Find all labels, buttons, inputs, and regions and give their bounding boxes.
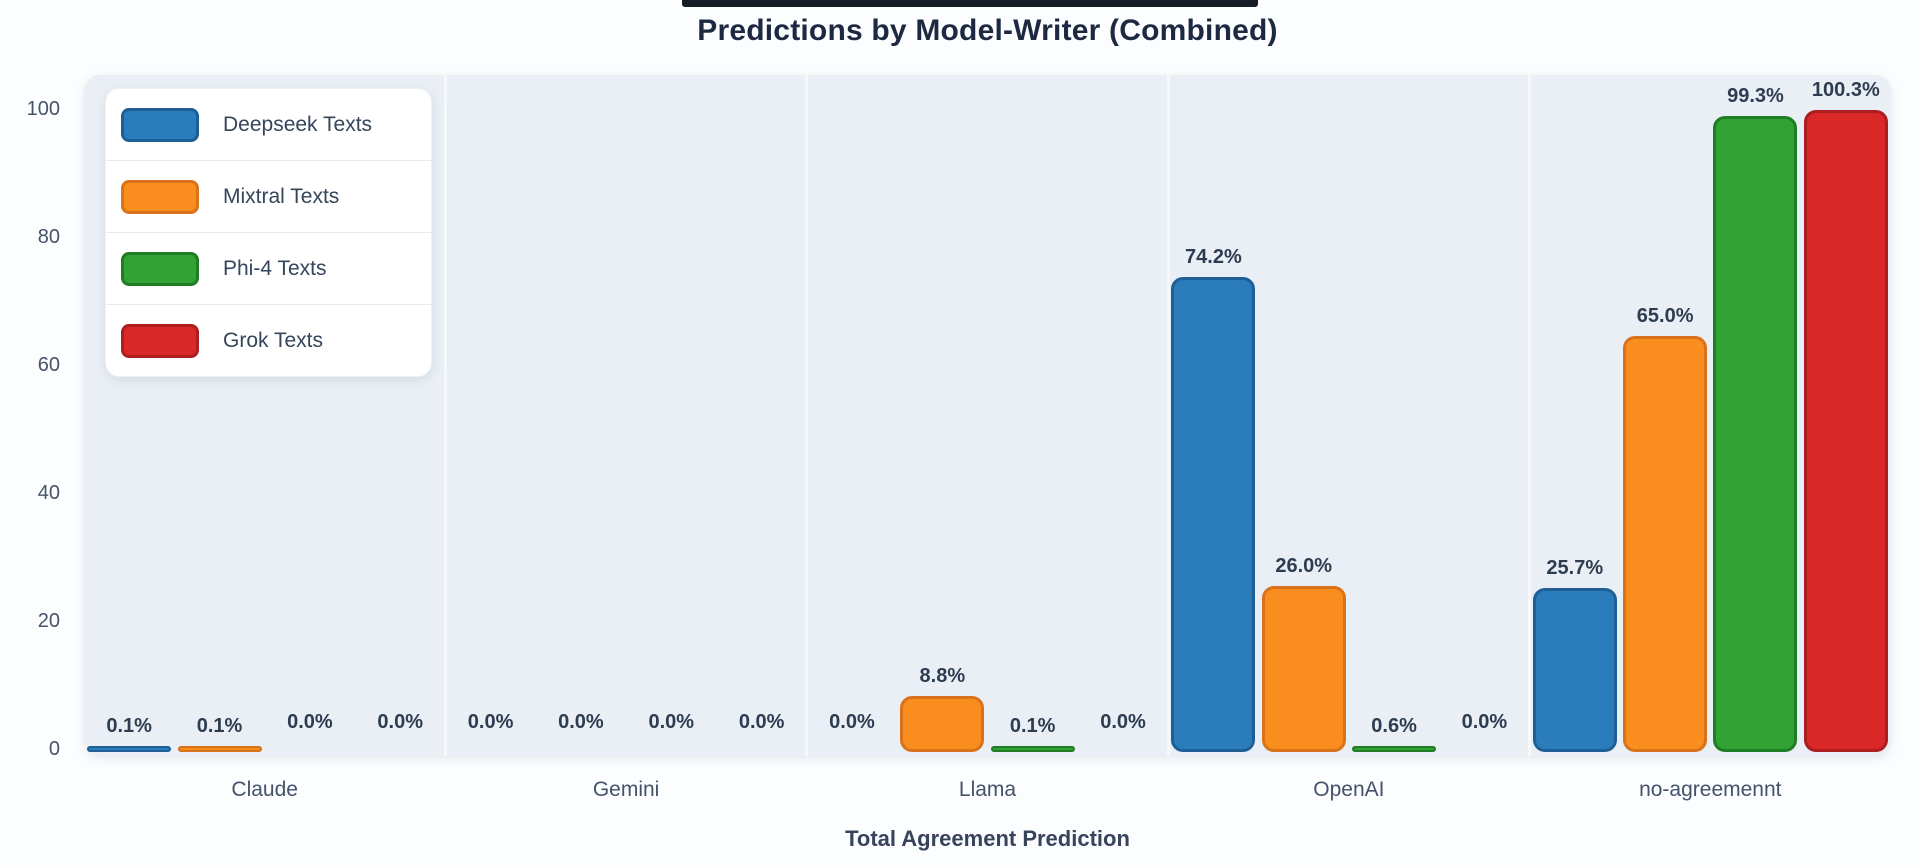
value-label: 8.8%	[919, 664, 966, 687]
bar-phi-4-texts-openai[interactable]	[1352, 746, 1437, 752]
y-tick-label: 60	[37, 354, 60, 376]
value-label: 0.1%	[106, 715, 152, 737]
x-category-label: Claude	[231, 778, 298, 801]
bar-mixtral-texts-claude[interactable]	[177, 746, 262, 752]
legend-swatch-icon	[121, 179, 199, 214]
y-tick-label: 80	[37, 226, 60, 248]
panel-separator	[1166, 75, 1170, 756]
x-category-label: OpenAI	[1313, 778, 1385, 801]
top-accent-bar	[682, 0, 1258, 7]
panel-separator	[443, 75, 447, 756]
legend-item-deepseek-texts[interactable]: Deepseek Texts	[106, 89, 431, 160]
value-label: 0.0%	[1461, 711, 1508, 733]
y-tick-label: 0	[48, 738, 60, 760]
chart-title: Predictions by Model-Writer (Combined)	[697, 14, 1278, 47]
legend: Deepseek Texts Mixtral Texts Phi-4 Texts Gr…	[105, 88, 432, 377]
panel-separator	[1528, 75, 1532, 756]
value-label: 0.0%	[738, 711, 785, 733]
bar-mixtral-texts-llama[interactable]	[900, 695, 985, 752]
legend-swatch-icon	[121, 323, 199, 358]
legend-item-label: Mixtral Texts	[223, 184, 340, 208]
value-label: 0.0%	[1100, 711, 1146, 733]
value-label: 100.3%	[1811, 79, 1880, 102]
value-label: 74.2%	[1185, 246, 1242, 269]
y-tick-label: 100	[26, 98, 60, 120]
bar-deepseek-texts-no-agreemennt[interactable]	[1532, 587, 1617, 752]
legend-item-label: Grok Texts	[223, 328, 323, 352]
x-category-label: Gemini	[592, 778, 660, 801]
legend-item-grok-texts[interactable]: Grok Texts	[106, 304, 431, 376]
legend-item-label: Deepseek Texts	[223, 112, 373, 136]
bar-grok-texts-no-agreemennt[interactable]	[1803, 110, 1888, 752]
value-label: 0.0%	[377, 711, 424, 733]
value-label: 0.6%	[1371, 715, 1417, 737]
legend-swatch-icon	[121, 251, 199, 286]
bar-phi-4-texts-llama[interactable]	[990, 746, 1075, 752]
bar-deepseek-texts-claude[interactable]	[87, 746, 172, 752]
y-tick-label: 20	[37, 610, 60, 632]
bar-mixtral-texts-openai[interactable]	[1261, 585, 1346, 752]
x-category-label: no-agreemennt	[1639, 778, 1782, 801]
value-label: 0.0%	[467, 711, 514, 733]
x-axis-title: Total Agreement Prediction	[845, 826, 1130, 851]
legend-item-mixtral-texts[interactable]: Mixtral Texts	[106, 160, 431, 232]
y-tick-label: 40	[37, 482, 60, 504]
bar-mixtral-texts-no-agreemennt[interactable]	[1623, 336, 1708, 752]
value-label: 26.0%	[1275, 554, 1333, 577]
value-label: 25.7%	[1546, 556, 1604, 579]
legend-item-label: Phi-4 Texts	[223, 256, 327, 280]
bar-phi-4-texts-no-agreemennt[interactable]	[1713, 116, 1798, 752]
value-label: 0.1%	[1009, 715, 1056, 737]
value-label: 0.0%	[648, 711, 695, 733]
value-label: 0.0%	[829, 711, 875, 733]
value-label: 0.1%	[196, 715, 243, 737]
x-category-label: Llama	[958, 778, 1017, 801]
bar-deepseek-texts-openai[interactable]	[1171, 277, 1256, 752]
legend-item-phi-4-texts[interactable]: Phi-4 Texts	[106, 232, 431, 304]
value-label: 65.0%	[1636, 305, 1694, 327]
legend-swatch-icon	[121, 107, 199, 142]
value-label: 0.0%	[558, 711, 604, 733]
panel-separator	[805, 75, 809, 756]
value-label: 0.0%	[287, 711, 333, 733]
value-label: 99.3%	[1727, 85, 1784, 108]
